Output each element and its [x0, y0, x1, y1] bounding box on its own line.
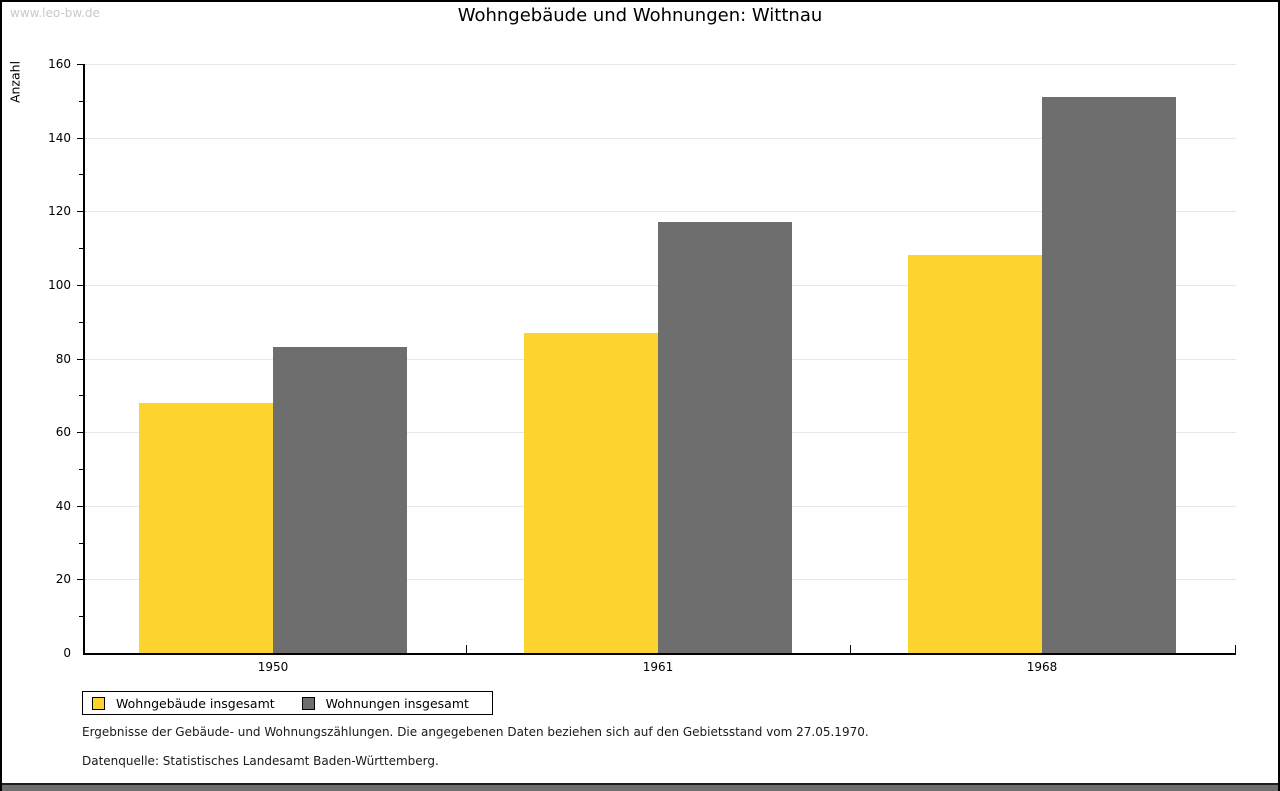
x-boundary-tick — [1235, 645, 1236, 653]
y-axis-label: Anzahl — [7, 60, 23, 104]
y-minor-tick — [79, 542, 83, 544]
y-major-tick — [77, 579, 83, 581]
footer-source: Datenquelle: Statistisches Landesamt Bad… — [82, 754, 439, 768]
y-tick-label: 140 — [48, 130, 71, 145]
bar-1968-gebaeude — [908, 255, 1042, 653]
x-boundary-tick — [850, 645, 851, 653]
y-major-tick — [77, 432, 83, 434]
gridline — [85, 137, 1236, 139]
y-major-tick — [77, 284, 83, 286]
gridline — [85, 211, 1236, 213]
y-tick-label: 100 — [48, 277, 71, 292]
legend: Wohngebäude insgesamt Wohnungen insgesamt — [82, 691, 493, 715]
x-tick-label: 1968 — [1026, 660, 1058, 674]
gridline — [85, 64, 1236, 65]
y-minor-tick — [79, 321, 83, 323]
footer-note: Ergebnisse der Gebäude- und Wohnungszähl… — [82, 725, 869, 739]
legend-label: Wohnungen insgesamt — [325, 695, 469, 711]
x-tick-label: 1950 — [257, 660, 289, 674]
y-tick-label: 160 — [48, 57, 71, 71]
legend-item: Wohngebäude insgesamt — [92, 696, 275, 711]
y-tick-label: 40 — [55, 498, 71, 513]
watermark: www.leo-bw.de — [10, 6, 100, 20]
y-tick-label: 20 — [55, 572, 71, 587]
frame-bottom-strip — [2, 785, 1278, 791]
bar-1950-wohnungen — [273, 347, 407, 653]
y-minor-tick — [79, 616, 83, 618]
y-minor-tick — [79, 468, 83, 470]
y-tick-label: 60 — [55, 425, 71, 440]
frame-bottom-rule — [2, 783, 1278, 785]
chart-title: Wohngebäude und Wohnungen: Wittnau — [457, 5, 823, 26]
y-major-tick — [77, 211, 83, 213]
y-tick-label: 120 — [48, 204, 71, 219]
x-boundary-tick — [466, 645, 467, 653]
y-minor-tick — [79, 395, 83, 397]
y-tick-label: 0 — [63, 646, 71, 660]
y-tick-label: 80 — [55, 351, 71, 366]
x-tick-label: 1961 — [642, 660, 674, 674]
y-major-tick — [77, 358, 83, 360]
legend-swatch — [301, 696, 315, 710]
y-major-tick — [77, 505, 83, 507]
bar-1961-wohnungen — [658, 222, 792, 653]
y-minor-tick — [79, 248, 83, 250]
legend-swatch — [92, 696, 105, 710]
plot-area: 0 20 40 60 80 100 120 140 160 1950 1961 1968 — [48, 57, 1236, 674]
y-major-tick — [77, 64, 83, 65]
y-minor-tick — [79, 174, 83, 176]
bar-1961-gebaeude — [524, 332, 658, 653]
legend-item: Wohnungen insgesamt — [301, 695, 469, 711]
bar-1968-wohnungen — [1042, 97, 1176, 653]
bar-1950-gebaeude — [139, 402, 273, 653]
legend-label: Wohngebäude insgesamt — [116, 695, 275, 711]
y-minor-tick — [79, 100, 83, 102]
y-major-tick — [77, 137, 83, 139]
